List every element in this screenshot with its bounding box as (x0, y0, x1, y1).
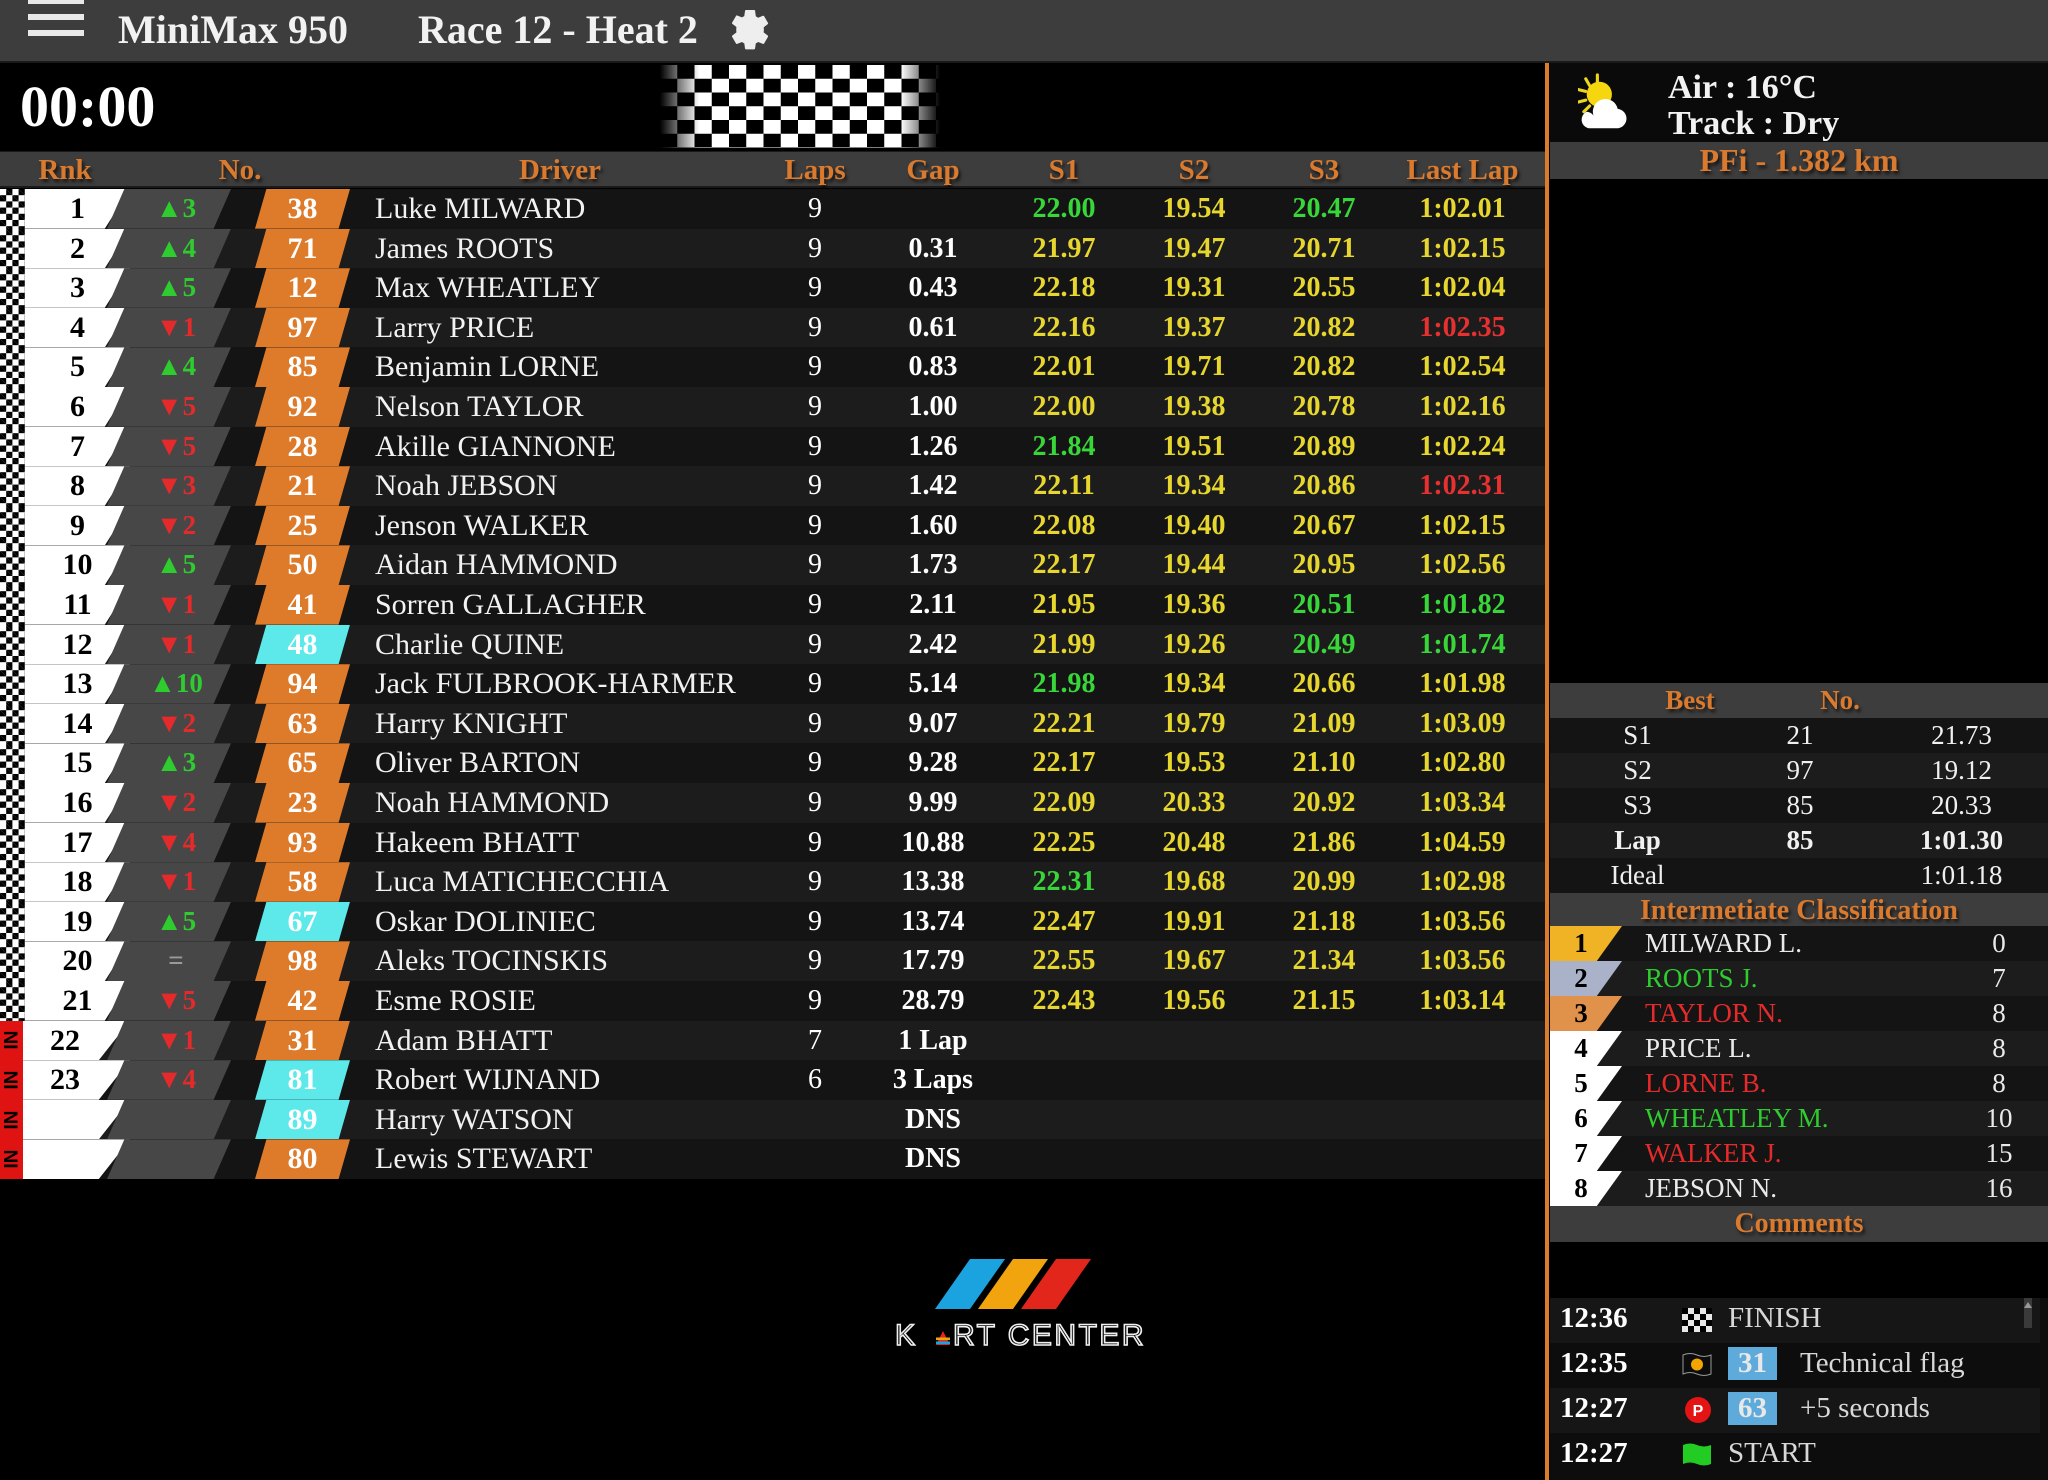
svg-text:P: P (1693, 1403, 1704, 1420)
svg-text:RT CENTER: RT CENTER (953, 1319, 1146, 1352)
svg-text:K: K (895, 1319, 918, 1352)
